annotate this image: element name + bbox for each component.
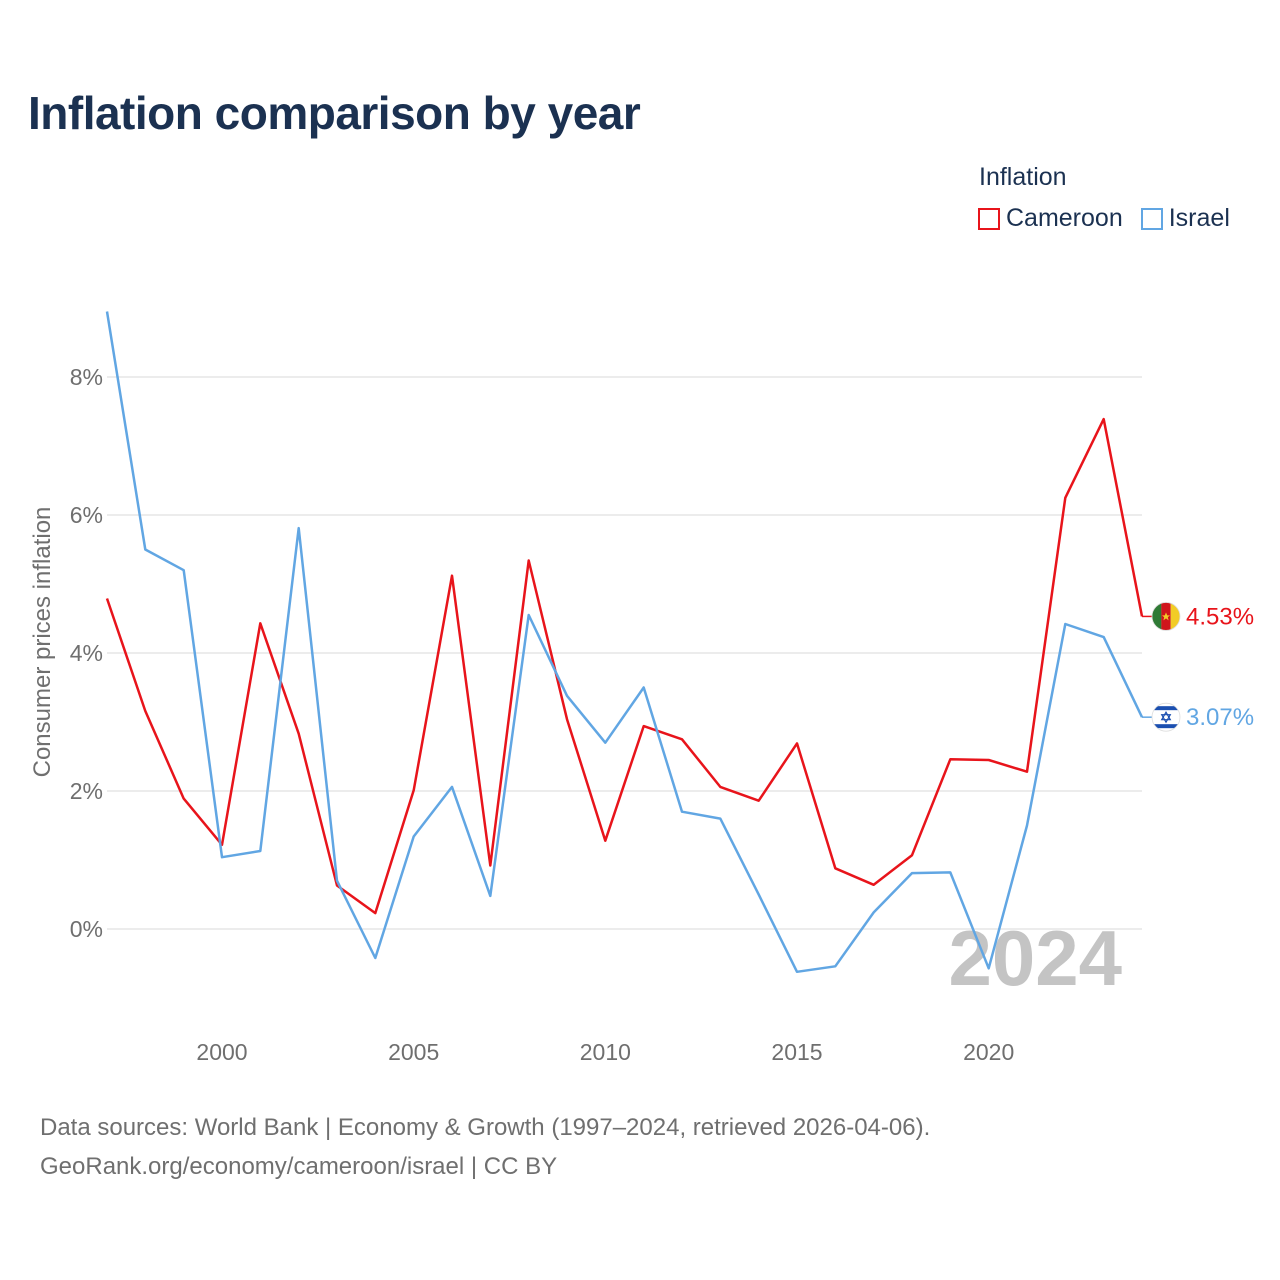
x-tick-label: 2000 bbox=[196, 1039, 247, 1065]
legend-swatch-cameroon bbox=[978, 207, 1000, 230]
y-tick-label: 2% bbox=[70, 778, 103, 804]
series-line-cameroon[interactable] bbox=[105, 417, 1144, 915]
footer: Data sources: World Bank | Economy & Gro… bbox=[40, 1108, 930, 1186]
x-tick-label: 2020 bbox=[963, 1039, 1014, 1065]
legend-title: Inflation bbox=[979, 163, 1067, 191]
legend-swatch-israel bbox=[1140, 207, 1163, 230]
y-tick-label: 6% bbox=[70, 502, 103, 528]
series-line-israel[interactable] bbox=[105, 311, 1144, 974]
y-axis-label: Consumer prices inflation bbox=[29, 507, 56, 778]
footer-link[interactable]: GeoRank.org/economy/cameroon/israel | CC… bbox=[40, 1153, 558, 1180]
x-tick-label: 2010 bbox=[580, 1039, 631, 1065]
legend: Cameroon Israel bbox=[978, 204, 1230, 233]
y-tick-label: 4% bbox=[70, 640, 103, 666]
chart-title: Inflation comparison by year bbox=[28, 87, 641, 139]
x-tick-label: 2005 bbox=[388, 1039, 439, 1065]
y-axis-ticks: 0% 2% 4% 6% 8% bbox=[70, 364, 103, 942]
year-watermark: 2024 bbox=[948, 914, 1122, 1002]
series-lines bbox=[105, 311, 1144, 974]
y-tick-label: 8% bbox=[70, 364, 103, 390]
x-axis-ticks: 2000 2005 2010 2015 2020 bbox=[196, 1039, 1014, 1065]
end-value-label-israel: 3.07% bbox=[1186, 704, 1254, 731]
legend-label-israel: Israel bbox=[1168, 204, 1230, 232]
legend-label-cameroon: Cameroon bbox=[1006, 204, 1123, 232]
cameroon-flag-icon bbox=[1151, 602, 1181, 631]
legend-item-israel[interactable]: Israel bbox=[1140, 204, 1230, 233]
gridlines bbox=[107, 376, 1142, 930]
footer-source: Data sources: World Bank | Economy & Gro… bbox=[40, 1114, 931, 1141]
israel-flag-icon bbox=[1151, 702, 1181, 732]
end-value-label-cameroon: 4.53% bbox=[1186, 603, 1254, 630]
legend-item-cameroon[interactable]: Cameroon bbox=[978, 204, 1123, 233]
y-tick-label: 0% bbox=[70, 916, 103, 942]
end-labels: 4.53% 3.07% bbox=[1142, 602, 1254, 732]
x-tick-label: 2015 bbox=[771, 1039, 822, 1065]
